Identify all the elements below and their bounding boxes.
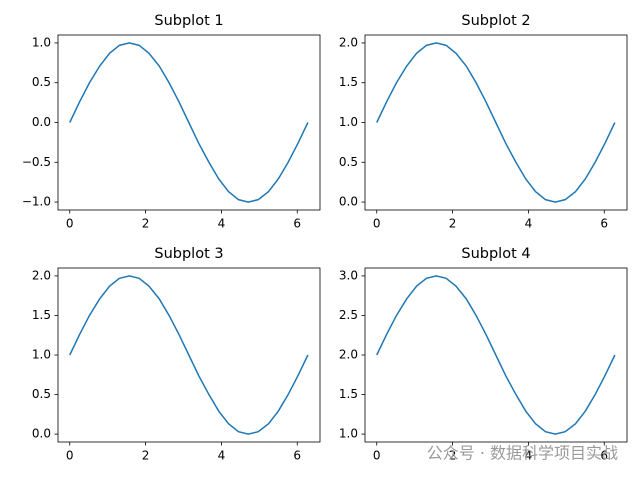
subplot-title: Subplot 3: [154, 246, 223, 262]
y-tick-label: 1.5: [32, 308, 51, 322]
x-tick-label: 0: [66, 449, 74, 463]
subplot-title: Subplot 4: [461, 246, 530, 262]
y-tick-label: 0.0: [339, 195, 358, 209]
x-tick-label: 2: [449, 449, 457, 463]
x-tick-label: 6: [600, 449, 608, 463]
x-tick-label: 4: [218, 217, 226, 231]
y-tick-label: 2.5: [339, 308, 358, 322]
watermark: 公众号 · 数据科学项目实战: [427, 444, 618, 463]
line: [376, 42, 616, 203]
x-tick-label: 0: [373, 217, 381, 231]
y-tick-label: 0.0: [32, 427, 51, 441]
x-tick-label: 4: [218, 449, 226, 463]
y-tick-label: 0.5: [339, 155, 358, 169]
y-tick-label: 2.0: [339, 348, 358, 362]
y-tick-label: −1.0: [22, 195, 51, 209]
y-tick-label: 1.0: [32, 348, 51, 362]
y-tick-label: 0.5: [32, 75, 51, 89]
subplot-title: Subplot 1: [154, 13, 223, 29]
y-tick-label: 1.0: [339, 115, 358, 129]
y-tick-label: 2.0: [339, 35, 358, 49]
x-tick-label: 4: [525, 217, 533, 231]
x-tick-label: 0: [373, 449, 381, 463]
x-tick-label: 0: [66, 217, 74, 231]
y-tick-label: 1.5: [339, 387, 358, 401]
y-tick-label: 2.0: [32, 268, 51, 282]
x-tick-label: 4: [525, 449, 533, 463]
y-tick-label: 1.5: [339, 75, 358, 89]
y-tick-label: 1.0: [339, 427, 358, 441]
x-tick-label: 2: [142, 217, 150, 231]
y-tick-label: 0.5: [32, 387, 51, 401]
y-tick-label: 3.0: [339, 268, 358, 282]
x-tick-label: 6: [293, 449, 301, 463]
subplot-title: Subplot 2: [461, 13, 530, 29]
x-tick-label: 6: [293, 217, 301, 231]
line: [69, 275, 309, 435]
y-tick-label: 0.0: [32, 115, 51, 129]
line: [376, 275, 616, 435]
x-tick-label: 6: [600, 217, 608, 231]
y-tick-label: −0.5: [22, 155, 51, 169]
x-tick-label: 2: [142, 449, 150, 463]
y-tick-label: 1.0: [32, 35, 51, 49]
x-tick-label: 2: [449, 217, 457, 231]
line: [69, 42, 309, 203]
